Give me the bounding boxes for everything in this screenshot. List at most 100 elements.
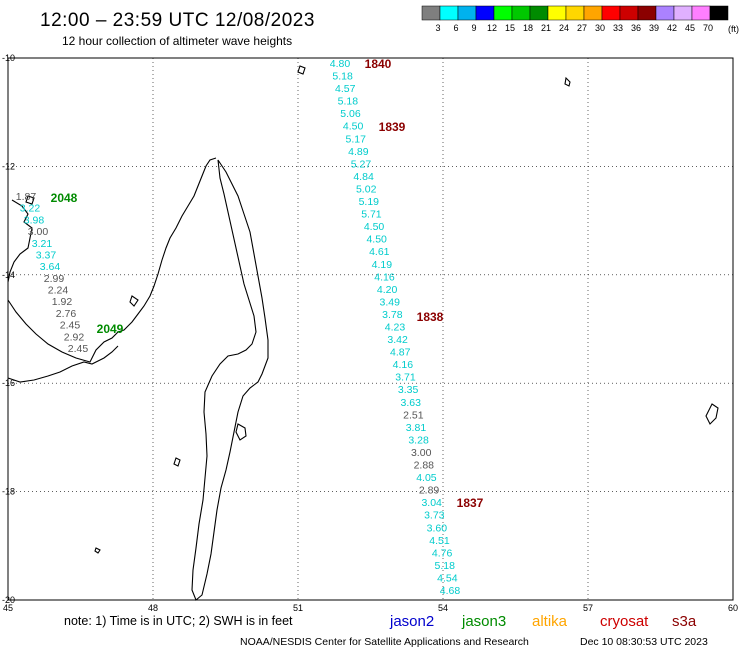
legend-tick-label: 39 bbox=[649, 23, 659, 33]
wave-height-label: 4.87 bbox=[390, 347, 411, 359]
legend-tick-label: 33 bbox=[613, 23, 623, 33]
pass-number-label: 1837 bbox=[457, 496, 484, 510]
legend-swatch bbox=[493, 5, 513, 21]
wave-height-label: 4.54 bbox=[437, 572, 458, 584]
wave-height-label: 2.24 bbox=[48, 285, 69, 297]
legend-unit: (ft) bbox=[728, 24, 739, 34]
legend-tick-label: 42 bbox=[667, 23, 677, 33]
wave-height-label: 3.78 bbox=[382, 309, 403, 321]
wave-height-label: 3.28 bbox=[408, 434, 429, 446]
lat-tick-label: -10 bbox=[2, 53, 15, 63]
legend-swatch bbox=[511, 5, 531, 21]
lon-tick-label: 60 bbox=[728, 603, 738, 613]
satellite-name-cryosat: cryosat bbox=[600, 613, 649, 630]
lat-tick-label: -20 bbox=[2, 595, 15, 605]
lon-tick-label: 57 bbox=[583, 603, 593, 613]
wave-height-label: 3.00 bbox=[411, 447, 432, 459]
wave-height-label: 2.88 bbox=[414, 460, 435, 472]
legend-swatch bbox=[637, 5, 657, 21]
wave-height-label: 4.57 bbox=[335, 83, 356, 95]
legend-swatch bbox=[475, 5, 495, 21]
pass-labels: 1840 1839 1838 1837 2048 2049 bbox=[51, 57, 484, 510]
wave-height-label: 5.27 bbox=[351, 158, 372, 170]
legend-swatch bbox=[691, 5, 711, 21]
wave-height-label: 2.51 bbox=[403, 409, 424, 421]
africa-coastline bbox=[7, 157, 217, 383]
pass-number-label: 1839 bbox=[379, 120, 406, 134]
legend-tick-label: 6 bbox=[453, 23, 458, 33]
coastline bbox=[7, 65, 719, 601]
legend-tick-label: 45 bbox=[685, 23, 695, 33]
legend-swatch bbox=[583, 5, 603, 21]
wave-height-label: 2.76 bbox=[56, 308, 77, 320]
wave-height-label: 3.73 bbox=[424, 510, 445, 522]
wave-height-label: 3.21 bbox=[32, 238, 53, 250]
wave-height-label: 5.18 bbox=[435, 560, 456, 572]
legend-tick-label: 18 bbox=[523, 23, 533, 33]
legend-tick-label: 3 bbox=[435, 23, 440, 33]
wave-height-label: 3.71 bbox=[395, 372, 416, 384]
lat-tick-label: -18 bbox=[2, 487, 15, 497]
pass-number-label: 2049 bbox=[97, 322, 124, 336]
madagascar-coastline bbox=[191, 159, 269, 601]
footer-credit: NOAA/NESDIS Center for Satellite Applica… bbox=[240, 636, 529, 648]
wave-height-label: 2.45 bbox=[68, 343, 89, 355]
legend-tick-label: 27 bbox=[577, 23, 587, 33]
wave-height-label: 4.50 bbox=[366, 234, 387, 246]
wave-height-label: 3.35 bbox=[398, 384, 419, 396]
satellite-name-altika: altika bbox=[532, 613, 568, 630]
legend-swatch bbox=[529, 5, 549, 21]
island-north bbox=[564, 76, 571, 87]
satellite-name-s3a: s3a bbox=[672, 613, 697, 630]
legend-swatch bbox=[655, 5, 675, 21]
wave-height-label: 3.22 bbox=[20, 203, 41, 215]
wave-height-label: 3.42 bbox=[387, 334, 408, 346]
track-east-values: 4.805.184.575.185.064.505.174.895.274.84… bbox=[330, 58, 461, 597]
island-mayotte bbox=[297, 65, 306, 75]
legend-swatch bbox=[439, 5, 459, 21]
wave-height-label: 5.02 bbox=[356, 183, 377, 195]
pass-number-label: 1840 bbox=[365, 57, 392, 71]
lon-tick-label: 51 bbox=[293, 603, 303, 613]
island-south bbox=[94, 547, 101, 554]
pass-number-label: 2048 bbox=[51, 191, 78, 205]
wave-height-label: 2.89 bbox=[419, 485, 440, 497]
legend-swatch bbox=[547, 5, 567, 21]
legend-tick-label: 21 bbox=[541, 23, 551, 33]
island-west bbox=[25, 195, 35, 205]
legend-swatch bbox=[421, 5, 441, 21]
island-mauritius bbox=[705, 403, 719, 425]
lon-tick-label: 48 bbox=[148, 603, 158, 613]
wave-height-label: 4.05 bbox=[416, 472, 437, 484]
footer-timestamp: Dec 10 08:30:53 UTC 2023 bbox=[580, 636, 708, 648]
island-europa bbox=[173, 457, 181, 467]
wave-height-label: 3.37 bbox=[36, 249, 57, 261]
map-title: 12:00 – 23:59 UTC 12/08/2023 bbox=[40, 10, 315, 31]
wave-height-label: 4.16 bbox=[374, 271, 395, 283]
lon-tick-label: 45 bbox=[3, 603, 13, 613]
wave-height-label: 4.50 bbox=[364, 221, 385, 233]
satellite-legend: jason2 jason3 altika cryosat s3a bbox=[389, 613, 697, 630]
wave-height-label: 5.19 bbox=[359, 196, 380, 208]
island-sw bbox=[129, 295, 139, 307]
wave-height-label: 3.64 bbox=[40, 261, 61, 273]
color-legend: 3 6 9 12 15 18 21 24 27 30 33 36 39 42 45 70 bbox=[421, 5, 729, 33]
map-subtitle: 12 hour collection of altimeter wave hei… bbox=[62, 34, 292, 48]
wave-height-label: 5.06 bbox=[340, 108, 361, 120]
wave-height-label: 3.98 bbox=[24, 214, 45, 226]
wave-height-label: 4.50 bbox=[343, 121, 364, 133]
wave-height-label: 1.92 bbox=[52, 296, 73, 308]
wave-height-label: 3.60 bbox=[427, 522, 448, 534]
legend-swatch bbox=[601, 5, 621, 21]
legend-tick-label: 15 bbox=[505, 23, 515, 33]
wave-height-label: 5.71 bbox=[361, 209, 382, 221]
wave-height-label: 5.17 bbox=[345, 133, 366, 145]
legend-tick-label: 70 bbox=[703, 23, 713, 33]
legend-tick-label: 9 bbox=[471, 23, 476, 33]
legend-swatch bbox=[619, 5, 639, 21]
legend-swatch bbox=[673, 5, 693, 21]
wave-height-label: 3.04 bbox=[421, 497, 442, 509]
map-grid: 45 48 51 54 57 60 -10 -12 -14 -16 -18 -20 bbox=[2, 53, 738, 613]
legend-swatch bbox=[565, 5, 585, 21]
